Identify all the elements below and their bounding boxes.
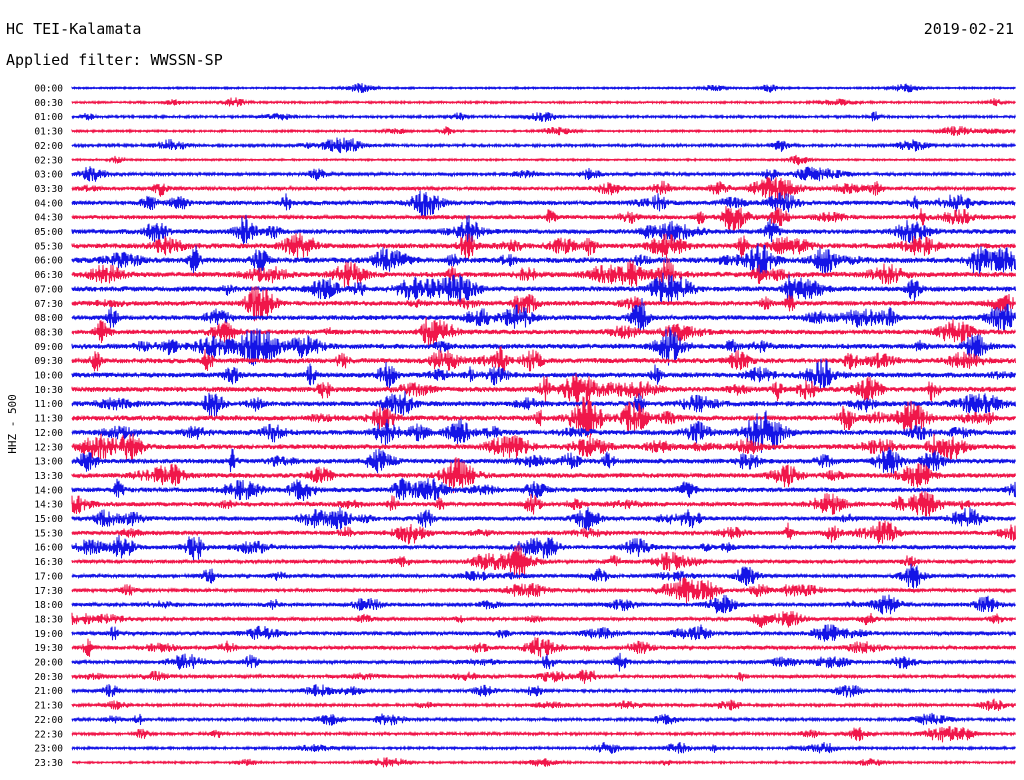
row-label: 17:00 xyxy=(34,571,63,582)
row-label: 07:00 xyxy=(34,284,63,295)
trace-line xyxy=(71,535,1016,561)
row-label: 09:30 xyxy=(34,356,63,367)
row-label: 05:00 xyxy=(34,227,63,238)
row-label: 01:30 xyxy=(34,127,63,138)
row-label: 21:30 xyxy=(34,701,63,712)
row-label: 03:30 xyxy=(34,184,63,195)
trace-line xyxy=(71,205,1016,234)
row-label: 09:00 xyxy=(34,342,63,353)
row-label: 14:00 xyxy=(34,485,63,496)
row-label: 15:00 xyxy=(34,514,63,525)
row-label: 20:30 xyxy=(34,672,63,683)
row-label: 06:30 xyxy=(34,270,63,281)
row-label: 17:30 xyxy=(34,586,63,597)
row-label: 00:00 xyxy=(34,84,63,95)
row-label: 08:00 xyxy=(34,313,63,324)
row-label: 19:00 xyxy=(34,629,63,640)
row-label: 10:30 xyxy=(34,385,63,396)
row-label: 11:00 xyxy=(34,399,63,410)
station-title: HC TEI-Kalamata xyxy=(6,20,142,38)
row-label: 14:30 xyxy=(34,500,63,511)
row-label: 08:30 xyxy=(34,327,63,338)
row-label: 21:00 xyxy=(34,686,63,697)
row-label: 04:30 xyxy=(34,213,63,224)
row-label: 20:00 xyxy=(34,658,63,669)
row-label: 00:30 xyxy=(34,98,63,109)
row-label: 15:30 xyxy=(34,528,63,539)
row-label: 18:30 xyxy=(34,614,63,625)
row-label: 05:30 xyxy=(34,241,63,252)
row-label: 16:30 xyxy=(34,557,63,568)
trace-line xyxy=(71,214,1016,247)
row-label: 03:00 xyxy=(34,170,63,181)
row-label: 02:00 xyxy=(34,141,63,152)
row-label: 02:30 xyxy=(34,155,63,166)
row-label: 23:30 xyxy=(34,758,63,769)
row-label: 04:00 xyxy=(34,198,63,209)
row-label: 13:00 xyxy=(34,457,63,468)
row-label: 06:00 xyxy=(34,256,63,267)
row-labels: 00:00 00:30 01:00 01:30 02:00 02:30 03:00 03:30… xyxy=(34,84,63,769)
row-label: 12:30 xyxy=(34,442,63,453)
row-label: 22:30 xyxy=(34,729,63,740)
row-label: 23:00 xyxy=(34,744,63,755)
row-label: 07:30 xyxy=(34,299,63,310)
y-axis-label: HHZ - 500 xyxy=(6,394,19,454)
trace-group xyxy=(71,82,1016,768)
row-label: 12:00 xyxy=(34,428,63,439)
date-label: 2019-02-21 xyxy=(923,20,1014,38)
row-label: 13:30 xyxy=(34,471,63,482)
row-label: 22:00 xyxy=(34,715,63,726)
row-label: 11:30 xyxy=(34,414,63,425)
trace-line xyxy=(71,433,1016,463)
trace-line xyxy=(71,478,1016,502)
row-label: 01:00 xyxy=(34,112,63,123)
row-label: 10:00 xyxy=(34,371,63,382)
trace-line xyxy=(71,190,1016,218)
row-label: 19:30 xyxy=(34,643,63,654)
row-label: 16:00 xyxy=(34,543,63,554)
row-label: 18:00 xyxy=(34,600,63,611)
filter-label: Applied filter: WWSSN-SP xyxy=(6,51,223,69)
